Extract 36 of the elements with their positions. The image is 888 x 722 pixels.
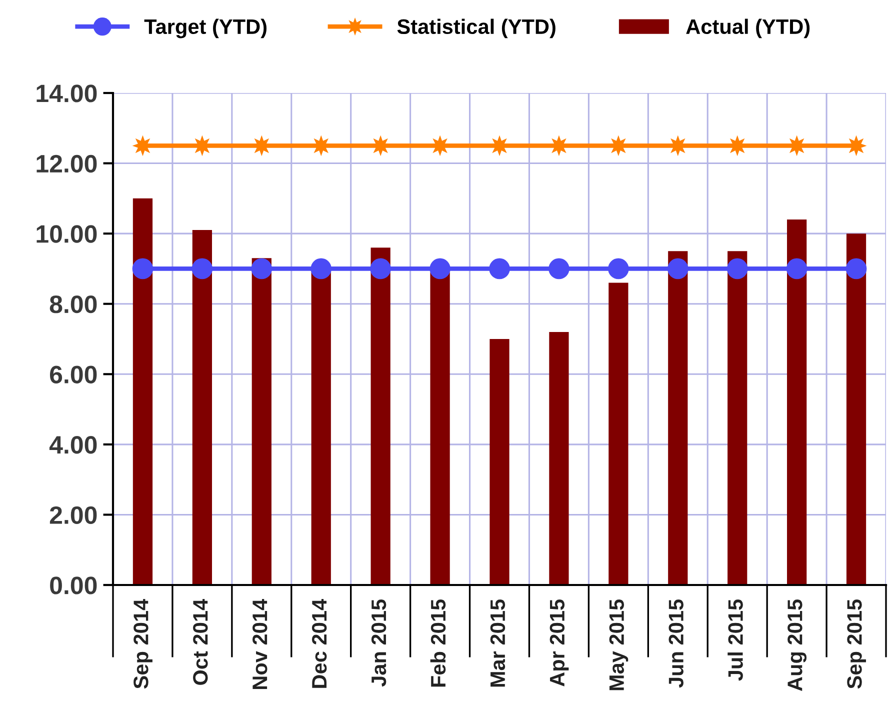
y-tick-label: 0.00 xyxy=(50,576,97,594)
x-tick-label: Dec 2014 xyxy=(312,598,327,688)
y-tick-label: 2.00 xyxy=(50,506,97,524)
bar xyxy=(132,198,153,585)
bar xyxy=(786,220,807,585)
x-tick-label: Jul 2015 xyxy=(728,599,743,681)
bar xyxy=(608,282,628,585)
x-tick-label: Sep 2015 xyxy=(847,599,866,689)
y-tick-label: 8.00 xyxy=(50,295,97,314)
x-tick-label: Jan 2015 xyxy=(371,599,386,687)
bar xyxy=(668,251,688,585)
x-tick-label: Feb 2015 xyxy=(430,599,446,687)
bar xyxy=(192,230,212,585)
x-tick-label: Aug 2015 xyxy=(788,599,807,691)
bar xyxy=(549,332,569,585)
x-tick-label: Oct 2014 xyxy=(193,598,208,685)
x-tick-label: Sep 2014 xyxy=(134,598,152,689)
y-tick-label: 4.00 xyxy=(49,436,97,454)
legend-label: Actual (YTD) xyxy=(686,18,810,38)
x-tick-label: Apr 2015 xyxy=(550,599,569,686)
x-tick-label: Jun 2015 xyxy=(668,599,684,688)
y-tick-label: 6.00 xyxy=(50,366,97,384)
bar xyxy=(728,251,748,585)
x-tick-label: May 2015 xyxy=(609,599,628,690)
y-tick-label: 14.00 xyxy=(36,84,97,102)
bar xyxy=(430,272,450,585)
y-tick-label: 12.00 xyxy=(36,154,97,173)
bar xyxy=(252,258,272,585)
bar xyxy=(490,339,510,585)
bar xyxy=(370,248,390,585)
x-tick-label: Nov 2014 xyxy=(252,598,268,689)
bar xyxy=(846,234,866,585)
legend-label: Statistical (YTD) xyxy=(397,18,556,38)
legend-label: Target (YTD) xyxy=(144,18,266,38)
y-tick-label: 10.00 xyxy=(36,225,97,243)
x-tick-label: Mar 2015 xyxy=(490,599,506,687)
